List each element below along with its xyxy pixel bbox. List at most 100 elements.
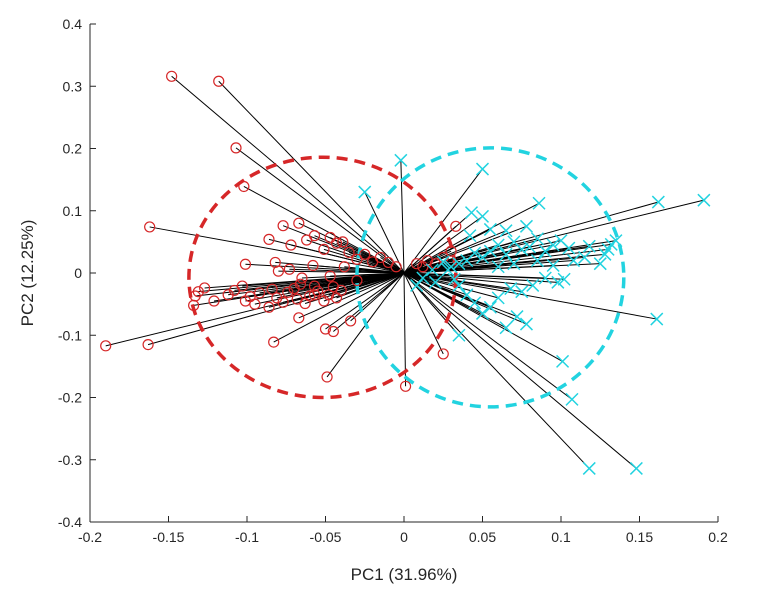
data-point-circle [100,340,112,352]
data-point-circle [238,180,250,193]
x-tick-label: 0 [400,529,408,545]
y-tick-label: 0.3 [63,78,83,94]
data-point-cross [441,263,455,277]
data-point-cross [532,196,546,210]
data-point-circle [318,243,330,255]
loading-line [403,272,455,280]
data-point-circle [335,284,347,297]
loading-line [403,256,585,274]
data-point-circle [144,221,156,233]
loading-line [403,261,444,274]
loading-line [330,272,405,277]
data-point-cross [491,238,505,252]
data-point-circle [323,289,335,301]
x-axis-ticks: -0.2 -0.15 -0.1 -0.05 0 0.05 0.1 0.15 0.2 [78,516,728,545]
loading-line [403,272,637,469]
data-point-cross [567,254,581,268]
data-point-cross [551,275,565,289]
data-point-circle [312,285,324,297]
data-point-circle [445,245,457,257]
data-point-circle [239,258,252,270]
x-tick-label: -0.05 [310,529,342,545]
data-point-circle [282,286,294,298]
y-tick-label: -0.4 [58,514,82,530]
data-point-circle [199,282,211,294]
data-point-cross [447,272,461,286]
data-point-cross [530,254,544,268]
data-point-circle [327,325,339,338]
data-point-circle [208,295,220,307]
data-point-circle [417,261,429,273]
data-point-circle [230,142,242,154]
data-point-cross [650,312,664,326]
data-point-circle [213,75,225,87]
data-point-cross [416,271,430,285]
data-point-cross [554,234,568,248]
data-point-circle [399,380,412,392]
data-point-cross [538,271,552,285]
data-point-cross [582,461,596,475]
group-ellipse [355,146,626,409]
data-point-cross [697,193,711,207]
x-axis-label: PC1 (31.96%) [351,565,458,584]
data-point-cross [452,278,466,292]
data-point-circle [166,70,178,82]
data-point-cross [463,229,477,243]
loading-line [243,186,405,274]
data-point-cross [546,238,560,252]
y-tick-label: -0.2 [58,390,82,406]
data-point-circle [285,239,297,251]
loading-line [403,168,483,274]
data-point-cross [507,257,521,271]
y-axis-ticks: -0.4 -0.3 -0.2 -0.1 0 0.1 0.2 0.3 0.4 [58,16,96,530]
data-point-circle [390,261,402,273]
data-point-cross [358,185,372,199]
data-point-circle [359,248,371,260]
data-point-cross [593,257,607,271]
data-point-circle [266,283,278,295]
data-point-cross [452,257,466,271]
x-tick-label: -0.15 [153,529,185,545]
data-point-circle [338,261,350,273]
data-point-circle [253,287,266,299]
loading-line [290,244,405,274]
data-point-cross [565,392,579,406]
loading-lines [105,75,704,469]
loading-line [273,272,405,343]
y-tick-label: 0 [74,265,82,281]
x-tick-label: 0.05 [469,529,496,545]
data-point-circle [296,272,308,284]
data-point-cross [523,240,537,254]
data-point-cross [538,244,552,258]
data-point-cross [504,282,518,296]
data-point-cross [475,209,490,223]
data-point-cross [491,291,505,305]
data-markers [100,70,711,475]
data-point-cross [519,219,533,233]
y-tick-label: -0.3 [58,452,82,468]
data-point-cross [546,258,560,273]
data-point-cross [507,235,521,249]
loading-line [218,80,405,274]
data-point-cross [526,278,540,292]
data-point-cross [483,244,497,258]
data-point-circle [324,270,336,282]
data-point-circle [351,253,363,265]
data-point-cross [582,239,596,253]
data-point-circle [343,246,355,259]
data-point-circle [307,259,319,272]
data-point-cross [598,247,612,261]
data-point-circle [283,263,295,275]
data-point-cross [499,321,513,335]
loading-line [403,272,518,318]
loading-line [403,272,444,355]
data-point-circle [294,278,306,290]
data-point-cross [425,263,439,277]
data-point-circle [450,220,462,232]
data-point-cross [452,328,466,342]
loading-line [403,272,590,469]
data-point-circle [268,336,280,348]
data-point-circle [437,348,449,360]
data-point-circle [308,230,321,242]
loading-line [364,191,405,274]
